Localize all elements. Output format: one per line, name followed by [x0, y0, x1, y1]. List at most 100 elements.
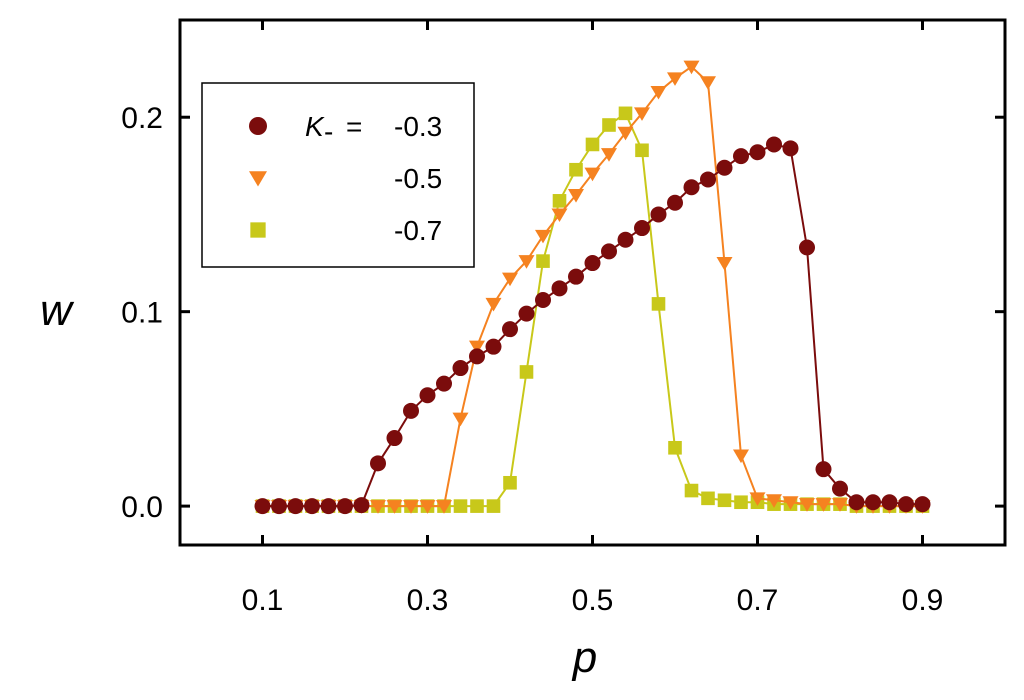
y-tick-label: 0.2: [121, 102, 163, 135]
data-point-circle: [766, 136, 782, 153]
legend-parameter-label: K: [305, 111, 325, 142]
x-tick-label: 0.3: [407, 584, 449, 617]
data-point-square: [602, 118, 616, 132]
data-point-circle: [452, 360, 469, 377]
data-point-triangle-down: [617, 126, 634, 141]
series-layer: [254, 60, 931, 515]
data-point-circle: [865, 494, 881, 511]
x-axis-title: p: [571, 633, 597, 682]
legend-marker-square: [250, 222, 266, 238]
data-point-triangle-down: [799, 498, 815, 512]
data-point-triangle-down: [452, 412, 469, 427]
data-point-circle: [271, 498, 287, 515]
data-point-circle: [667, 194, 683, 211]
data-point-circle: [601, 243, 617, 260]
data-point-circle: [386, 430, 403, 447]
data-point-triangle-down: [634, 107, 650, 121]
data-point-circle: [254, 498, 271, 515]
data-point-triangle-down: [782, 496, 799, 510]
data-point-triangle-down: [502, 272, 518, 287]
x-tick-label: 0.1: [242, 584, 284, 617]
series-circle: [254, 136, 931, 515]
data-point-circle: [370, 455, 386, 472]
data-point-circle: [304, 498, 320, 515]
data-point-circle: [568, 268, 584, 285]
data-point-square: [734, 495, 748, 510]
data-point-triangle-down: [700, 76, 716, 90]
data-point-circle: [320, 498, 337, 515]
data-point-square: [701, 491, 715, 506]
data-point-square: [618, 106, 633, 121]
data-point-circle: [419, 387, 436, 404]
data-point-square: [569, 162, 583, 177]
data-point-triangle-down: [485, 297, 502, 312]
data-point-triangle-down: [716, 257, 733, 271]
data-point-circle: [650, 206, 667, 223]
data-point-circle: [733, 148, 749, 165]
data-point-triangle-down: [403, 500, 419, 514]
x-tick-label: 0.5: [572, 584, 614, 617]
data-point-circle: [898, 496, 914, 513]
data-point-square: [453, 499, 468, 513]
legend-label: -0.3: [394, 111, 442, 142]
data-point-circle: [716, 159, 733, 176]
x-tick-label: 0.7: [737, 584, 779, 617]
data-point-square: [668, 440, 682, 455]
y-tick-label: 0.0: [121, 491, 163, 524]
data-point-circle: [749, 144, 766, 161]
data-point-triangle-down: [551, 208, 568, 223]
data-point-triangle-down: [683, 60, 700, 75]
data-point-triangle-down: [419, 500, 436, 514]
data-point-triangle-down: [667, 72, 683, 86]
data-point-square: [684, 483, 699, 498]
legend-marker-circle: [249, 117, 267, 135]
data-point-circle: [584, 255, 601, 272]
data-point-triangle-down: [386, 500, 403, 514]
data-point-circle: [832, 480, 848, 497]
data-point-circle: [485, 338, 502, 355]
data-point-circle: [535, 292, 551, 308]
data-point-triangle-down: [568, 189, 584, 203]
data-point-triangle-down: [832, 498, 848, 512]
data-point-circle: [551, 280, 568, 297]
legend-label: -0.5: [394, 163, 442, 194]
data-point-circle: [683, 179, 700, 196]
data-point-triangle-down: [436, 500, 452, 514]
data-point-square: [635, 143, 649, 158]
data-point-circle: [502, 321, 518, 338]
data-point-triangle-down: [601, 148, 617, 162]
data-point-square: [503, 475, 517, 490]
data-point-circle: [436, 375, 452, 392]
data-point-triangle-down: [469, 340, 485, 355]
data-point-square: [470, 499, 484, 513]
data-point-triangle-down: [749, 492, 766, 506]
data-point-circle: [617, 231, 634, 248]
data-point-square: [552, 194, 567, 208]
data-point-circle: [403, 402, 419, 419]
y-tick-label: 0.1: [121, 297, 163, 330]
x-axis-ticks: 0.1 0.3 0.5 0.7 0.9: [242, 20, 944, 617]
data-point-square: [585, 137, 600, 152]
legend-equals: =: [346, 111, 362, 142]
data-point-circle: [881, 494, 898, 511]
data-point-circle: [815, 461, 832, 478]
x-tick-label: 0.9: [902, 584, 944, 617]
data-point-square: [519, 365, 534, 379]
data-point-circle: [634, 220, 650, 237]
legend-box: [201, 82, 475, 268]
y-axis-ticks: 0.0 0.1 0.2: [121, 102, 1005, 524]
data-point-triangle-down: [518, 255, 535, 269]
legend-parameter-subscript: -: [324, 116, 333, 147]
data-point-triangle-down: [733, 449, 749, 464]
data-point-circle: [469, 348, 485, 365]
data-point-triangle-down: [766, 494, 782, 508]
data-point-square: [486, 499, 501, 513]
data-point-circle: [848, 494, 865, 511]
data-point-circle: [337, 498, 353, 515]
y-axis-title: w: [40, 286, 75, 335]
data-point-circle: [799, 239, 815, 256]
data-point-triangle-down: [815, 498, 832, 512]
data-point-triangle-down: [584, 167, 601, 182]
data-point-square: [651, 297, 666, 311]
